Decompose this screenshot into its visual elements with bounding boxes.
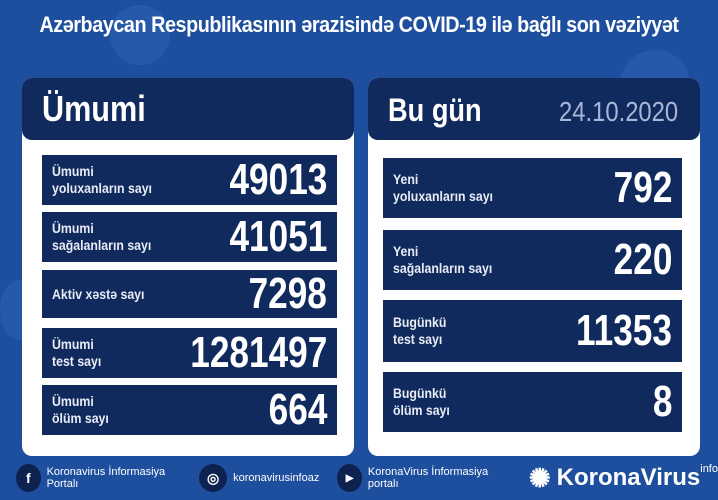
stat-label-line2: ölüm sayı: [52, 410, 109, 426]
stat-label: Ümumi yoluxanların sayı: [52, 163, 152, 197]
stat-label-line1: Yeni: [393, 243, 419, 259]
left-stat-row: Ümumi test sayı 1281497: [42, 328, 337, 378]
youtube-link[interactable]: ▶ KoronaVirus İnformasiya portalı: [337, 464, 503, 492]
stat-value: 11353: [576, 306, 672, 355]
stat-label-line2: yoluxanların sayı: [52, 180, 152, 196]
stat-value: 220: [613, 235, 672, 284]
today-heading: Bu gün: [388, 92, 482, 128]
virus-decoration: [110, 5, 170, 65]
brand-name: KoronaVirus: [556, 464, 701, 491]
instagram-icon: ◎: [199, 464, 228, 492]
stat-label: Aktiv xəstə sayı: [52, 286, 144, 303]
facebook-link[interactable]: f Koronavirus İnformasiya Portalı: [16, 464, 181, 492]
youtube-label: KoronaVirus İnformasiya portalı: [367, 466, 489, 490]
stat-value: 41051: [229, 212, 327, 261]
facebook-label: Koronavirus İnformasiya Portalı: [46, 466, 166, 490]
left-stat-row: Aktiv xəstə sayı 7298: [42, 269, 337, 318]
stat-value: 1281497: [189, 328, 327, 377]
stat-label: Bugünkü test sayı: [393, 314, 446, 348]
stat-label: Ümumi test sayı: [52, 336, 101, 370]
stat-label: Bugünkü ölüm sayı: [393, 385, 450, 419]
stat-label-line2: test sayı: [393, 331, 443, 347]
stat-label-line2: ölüm sayı: [393, 402, 450, 418]
left-stat-row: Ümumi sağalanların sayı 41051: [42, 212, 337, 262]
total-heading: Ümumi: [42, 88, 146, 129]
instagram-link[interactable]: ◎ koronavirusinfoaz: [199, 464, 319, 492]
stat-label-line2: test sayı: [52, 353, 102, 369]
right-stat-row: Bugünkü ölüm sayı 8: [383, 372, 682, 432]
stat-label-line1: Aktiv xəstə sayı: [52, 285, 145, 302]
date: 24.10.2020: [558, 96, 678, 127]
right-stat-row: Yeni sağalanların sayı 220: [383, 230, 682, 290]
today-header: Bu gün 24.10.2020: [368, 78, 700, 140]
right-stat-row: Bugünkü test sayı 11353: [383, 300, 682, 362]
stat-value: 49013: [229, 155, 327, 204]
stat-label: Yeni sağalanların sayı: [393, 243, 492, 277]
left-stat-row: Ümumi ölüm sayı 664: [42, 385, 337, 435]
sun-logo-icon: ✺: [528, 462, 551, 493]
stat-label: Ümumi sağalanların sayı: [52, 220, 151, 254]
brand-sup: info: [700, 462, 718, 475]
page-title: Azərbaycan Respublikasının ərazisində CO…: [39, 12, 679, 37]
stat-label: Ümumi ölüm sayı: [52, 393, 109, 427]
stat-label-line1: Ümumi: [52, 163, 94, 179]
brand-logo: ✺ KoronaVirus info: [529, 463, 718, 494]
stat-label-line1: Ümumi: [52, 393, 94, 409]
stat-value: 792: [613, 163, 672, 212]
stat-label-line1: Ümumi: [52, 220, 94, 236]
stat-label-line1: Bugünkü: [393, 385, 447, 401]
right-stat-row: Yeni yoluxanların sayı 792: [383, 158, 682, 218]
stat-label-line2: sağalanların sayı: [52, 237, 152, 253]
total-header: Ümumi: [22, 78, 354, 140]
stat-label-line2: sağalanların sayı: [393, 260, 493, 276]
stat-label-line1: Bugünkü: [393, 314, 447, 330]
stat-label-line2: yoluxanların sayı: [393, 188, 493, 204]
left-stat-row: Ümumi yoluxanların sayı 49013: [42, 155, 337, 205]
facebook-icon: f: [16, 464, 41, 492]
stat-value: 7298: [248, 269, 327, 318]
footer: f Koronavirus İnformasiya Portalı ◎ korona…: [0, 458, 718, 498]
instagram-label: koronavirusinfoaz: [233, 472, 320, 484]
stat-value: 664: [268, 385, 327, 434]
stat-label: Yeni yoluxanların sayı: [393, 171, 493, 205]
stat-label-line1: Ümumi: [52, 336, 94, 352]
stat-value: 8: [652, 377, 672, 426]
stat-label-line1: Yeni: [393, 171, 419, 187]
youtube-icon: ▶: [337, 464, 362, 492]
